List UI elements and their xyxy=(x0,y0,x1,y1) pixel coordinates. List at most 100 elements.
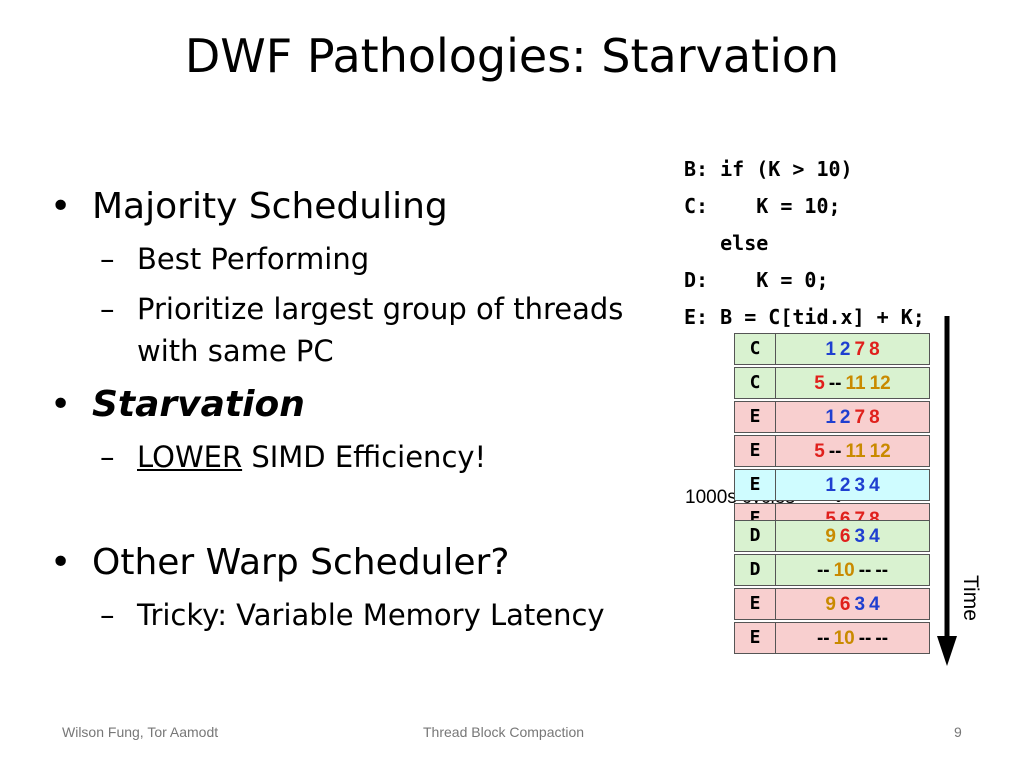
code-line: C: K = 10; xyxy=(684,194,841,218)
code-line: B: if (K > 10) xyxy=(684,157,853,181)
code-line: else xyxy=(684,231,769,255)
footer-authors: Wilson Fung, Tor Aamodt xyxy=(62,724,219,740)
thread-value: 1 xyxy=(825,339,836,360)
thread-value: 7 xyxy=(854,407,866,428)
thread-value: -- xyxy=(858,628,872,649)
thread-value: -- xyxy=(828,441,842,462)
thread-value: 3 xyxy=(854,594,866,615)
thread-value: 4 xyxy=(869,526,880,547)
code-line: E: B = C[tid.x] + K; xyxy=(684,305,925,329)
row-thread-values: -- 10 -- -- xyxy=(776,555,929,585)
table-row: E -- 10 -- -- xyxy=(734,622,930,654)
thread-value: 2 xyxy=(839,407,851,428)
sub-bullet-text: Best Performing xyxy=(137,242,370,276)
sub-bullet-text: Tricky: Variable Memory Latency xyxy=(137,598,605,632)
sub-bullet-text: SIMD Efficiency! xyxy=(242,440,487,474)
row-pc-label: E xyxy=(735,436,776,466)
thread-value: 6 xyxy=(839,594,851,615)
thread-value: 9 xyxy=(825,594,836,615)
thread-value: -- xyxy=(858,560,872,581)
thread-value: -- xyxy=(816,628,830,649)
table-row: E 5 -- 11 12 xyxy=(734,435,930,467)
thread-value: -- xyxy=(875,628,889,649)
thread-value: 11 xyxy=(845,373,866,394)
row-pc-label: E xyxy=(735,470,776,500)
bullet-dot-icon: • xyxy=(50,384,72,425)
sub-bullet-text: Prioritize largest group of threads with… xyxy=(137,292,624,368)
dash-icon: – xyxy=(100,598,115,632)
thread-value: 8 xyxy=(867,509,882,530)
thread-value: 8 xyxy=(869,339,880,360)
thread-value: 5 xyxy=(814,373,825,394)
thread-value: -- xyxy=(828,373,842,394)
row-pc-label: C xyxy=(735,334,776,364)
row-pc-label: E xyxy=(735,402,776,432)
thread-value: 9 xyxy=(825,526,836,547)
sub-bullet-prioritize: – Prioritize largest group of threads wi… xyxy=(50,288,690,372)
bullet-other-warp-scheduler: • Other Warp Scheduler? xyxy=(50,538,690,588)
thread-value: 1 xyxy=(825,475,836,496)
code-line: D: K = 0; xyxy=(684,268,829,292)
thread-value: 8 xyxy=(869,407,880,428)
time-arrow-head-icon xyxy=(937,636,957,666)
row-thread-values: -- 10 -- -- xyxy=(776,623,929,653)
thread-value: 4 xyxy=(869,594,880,615)
page-number: 9 xyxy=(954,724,962,740)
thread-value: 10 xyxy=(833,628,855,649)
bullet-dot-icon: • xyxy=(50,542,72,583)
row-pc-label: C xyxy=(735,368,776,398)
bullet-text: Other Warp Scheduler? xyxy=(92,542,510,583)
row-thread-values: 5 -- 11 12 xyxy=(776,436,929,466)
row-pc-label: D xyxy=(735,521,776,551)
table-row: C 5 -- 11 12 xyxy=(734,367,930,399)
thread-value: 6 xyxy=(839,526,851,547)
dash-icon: – xyxy=(100,440,115,474)
table-row: D -- 10 -- -- xyxy=(734,554,930,586)
bullet-starvation: • Starvation xyxy=(50,380,690,430)
thread-value: 11 xyxy=(845,441,866,462)
row-pc-label: E xyxy=(735,589,776,619)
row-pc-label: D xyxy=(735,555,776,585)
thread-value: 5 xyxy=(814,441,825,462)
thread-value: 1 xyxy=(825,407,836,428)
thread-value: 2 xyxy=(839,475,851,496)
thread-value: -- xyxy=(816,560,830,581)
time-label: Time xyxy=(959,575,982,621)
bullet-text: Starvation xyxy=(92,384,305,425)
sub-bullet-lower-efficiency: – LOWER SIMD Efficiency! xyxy=(50,436,690,478)
thread-value: 7 xyxy=(854,339,866,360)
sub-bullet-tricky: – Tricky: Variable Memory Latency xyxy=(50,594,690,636)
thread-value: 10 xyxy=(833,560,855,581)
sub-bullet-best-performing: – Best Performing xyxy=(50,238,690,280)
slide-title: DWF Pathologies: Starvation xyxy=(184,29,840,83)
underlined-word: LOWER xyxy=(137,440,243,474)
row-pc-label: E xyxy=(735,623,776,653)
thread-value: 3 xyxy=(854,526,866,547)
thread-value: 3 xyxy=(854,475,866,496)
thread-value: -- xyxy=(875,560,889,581)
thread-value: 6 xyxy=(838,509,853,530)
code-block: B: if (K > 10) C: K = 10; else D: K = 0; E:… xyxy=(684,114,925,373)
thread-value: 12 xyxy=(869,373,891,394)
dash-icon: – xyxy=(100,292,115,326)
footer-title: Thread Block Compaction xyxy=(423,724,585,740)
dash-icon: – xyxy=(100,242,115,276)
thread-value: 2 xyxy=(839,339,851,360)
bullet-dot-icon: • xyxy=(50,186,72,227)
row-thread-values: 5 -- 11 12 xyxy=(776,368,929,398)
bullet-list: • Majority Scheduling – Best Performing … xyxy=(50,182,690,636)
row-pc-label: E xyxy=(735,504,776,534)
thread-value: 5 xyxy=(823,509,838,530)
bullet-text: Majority Scheduling xyxy=(92,186,448,227)
thread-value: 4 xyxy=(869,475,880,496)
